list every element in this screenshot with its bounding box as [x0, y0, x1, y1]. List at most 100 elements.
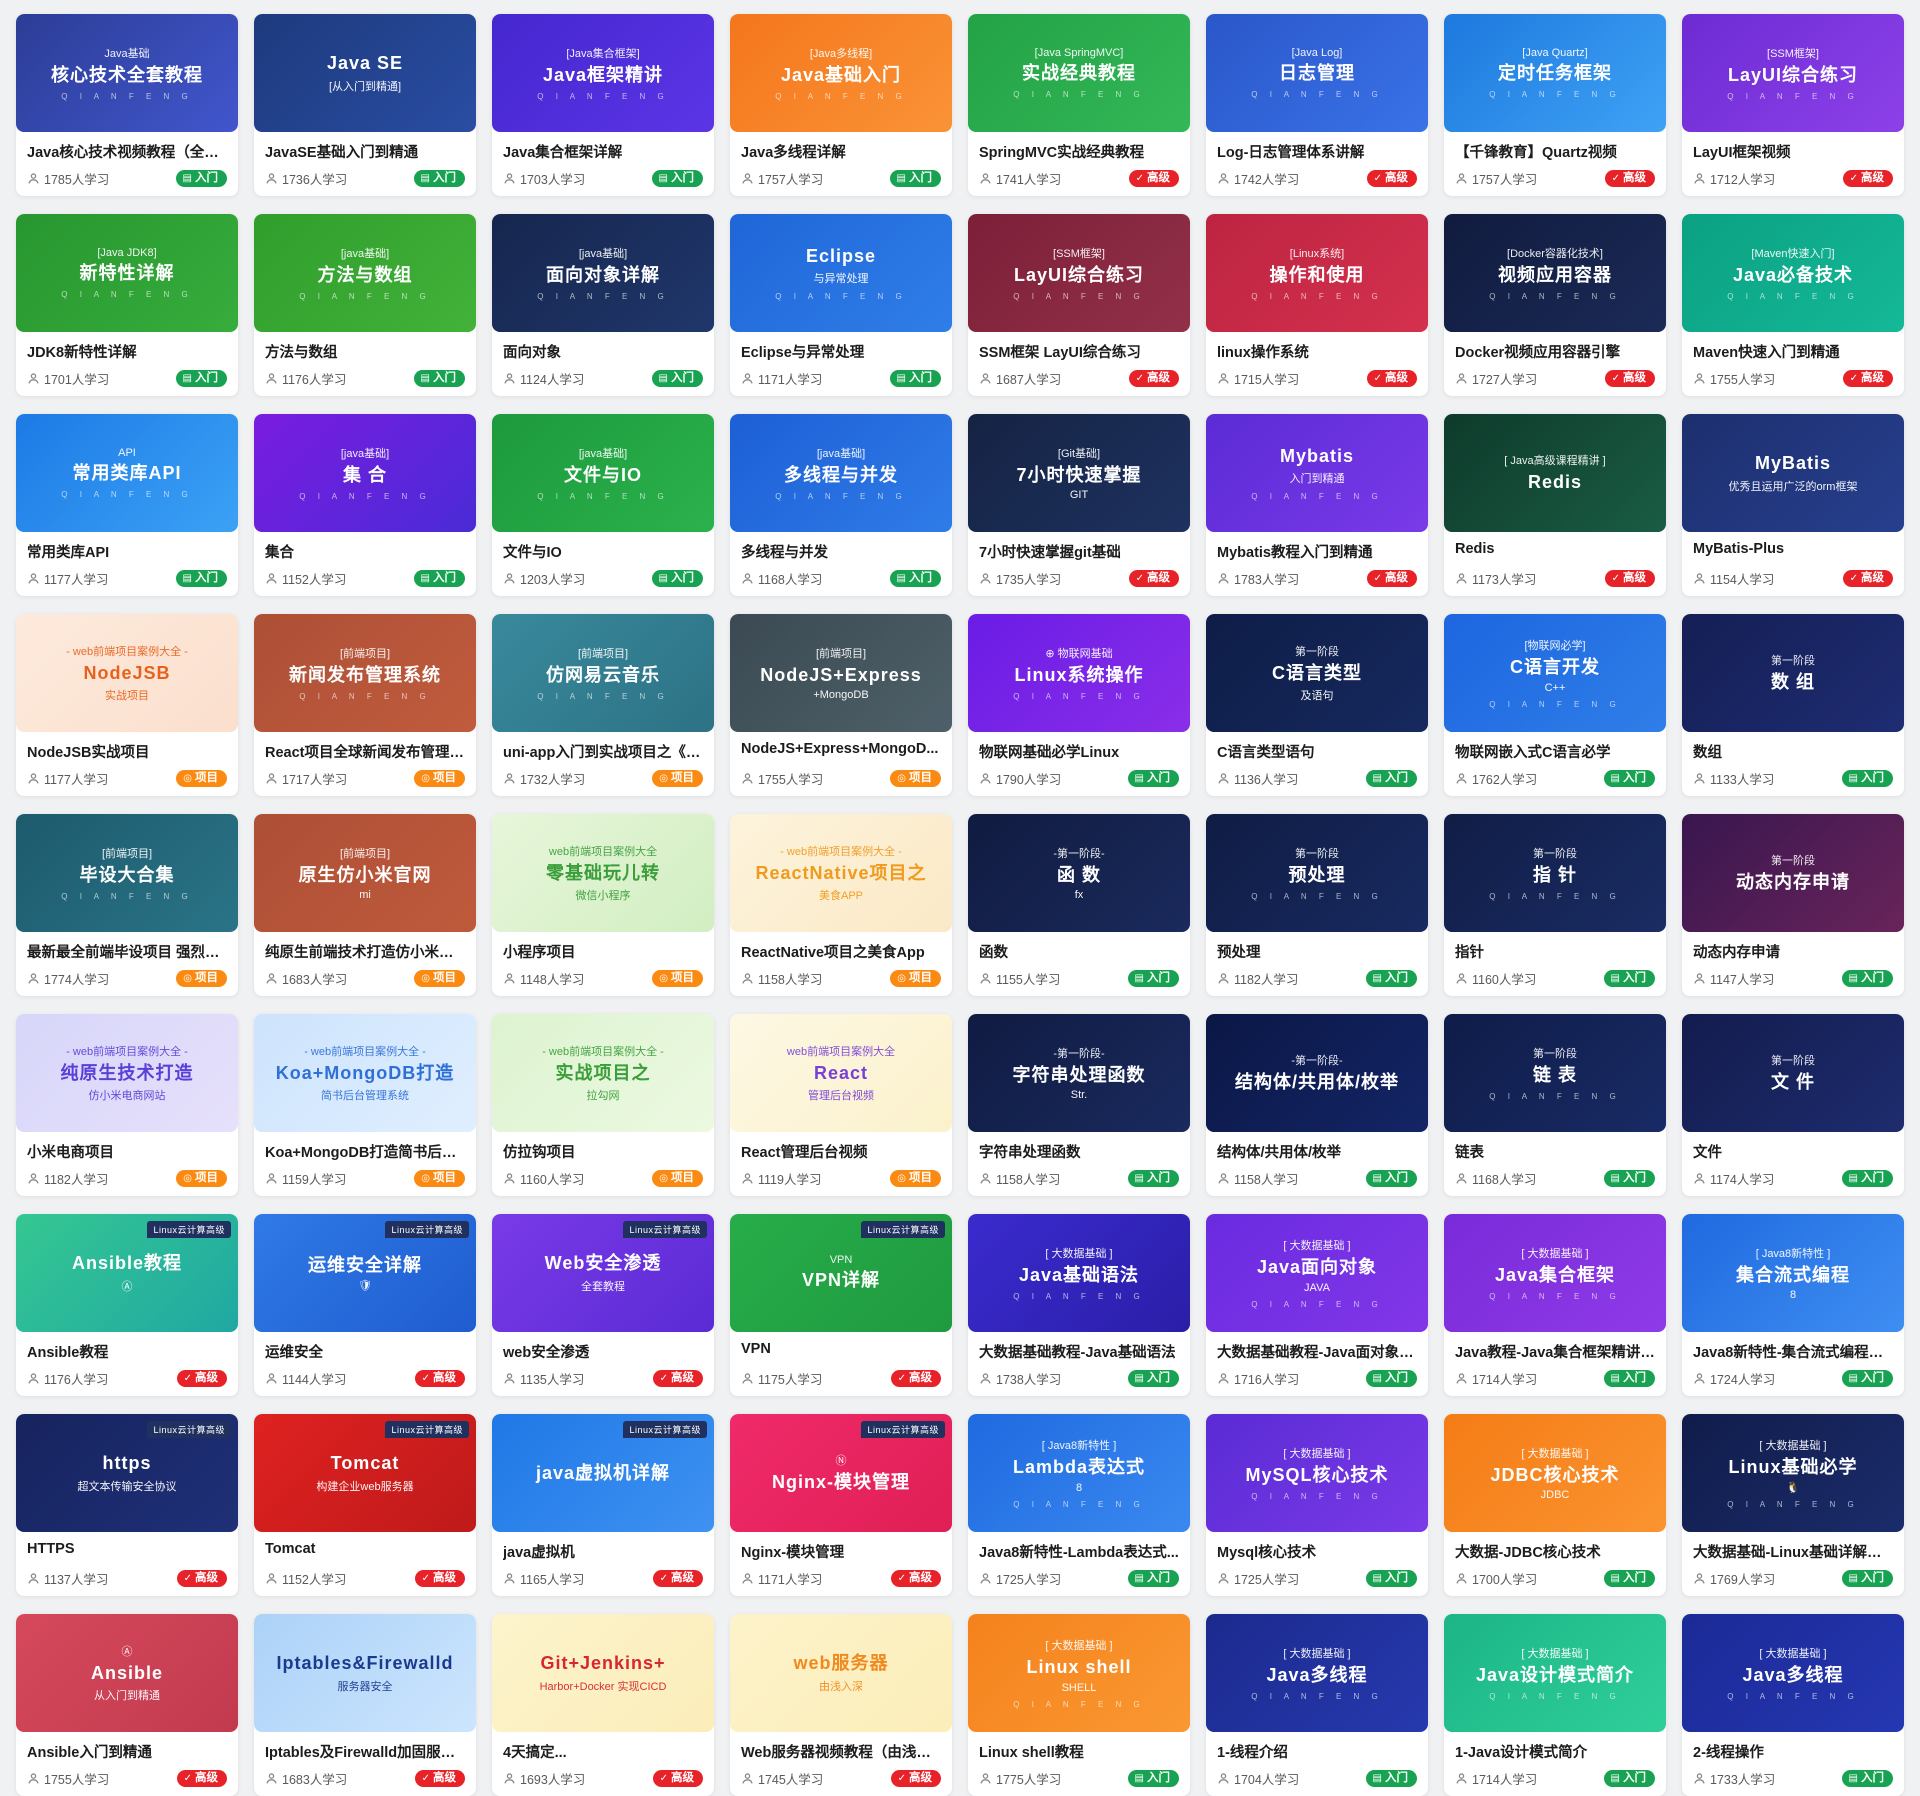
thumb-main-text: 多线程与并发 [784, 464, 898, 485]
course-card[interactable]: 第一阶段 动态内存申请 Q I A N F E N G 动态内存申请 1147人… [1682, 814, 1904, 996]
course-card[interactable]: Ⓐ Ansible 从入门到精通 Q I A N F E N G Ansible… [16, 1614, 238, 1796]
course-card[interactable]: [Git基础] 7小时快速掌握 GIT Q I A N F E N G 7小时快… [968, 414, 1190, 596]
course-card[interactable]: 第一阶段 C语言类型 及语句 Q I A N F E N G C语言类型语句 1… [1206, 614, 1428, 796]
course-card[interactable]: [前端项目] NodeJS+Express +MongoDB Q I A N F… [730, 614, 952, 796]
learner-count-text: 1159人学习 [282, 1173, 347, 1187]
course-card[interactable]: Linux云计算高级 Ansible教程 Ⓐ Q I A N F E N G A… [16, 1214, 238, 1396]
course-card[interactable]: [物联网必学] C语言开发 C++ Q I A N F E N G 物联网嵌入式… [1444, 614, 1666, 796]
thumb-main-text: Ansible [90, 1662, 163, 1683]
course-info: ReactNative项目之美食App 1158人学习 ◎ 项目 [730, 932, 952, 996]
course-card[interactable]: [Java Quartz] 定时任务框架 Q I A N F E N G 【千锋… [1444, 14, 1666, 196]
course-card[interactable]: [ Java8新特性 ] 集合流式编程 8 Q I A N F E N G Ja… [1682, 1214, 1904, 1396]
course-card[interactable]: [前端项目] 毕设大合集 Q I A N F E N G 最新最全前端毕设项目 … [16, 814, 238, 996]
course-card[interactable]: [SSM框架] LayUI综合练习 Q I A N F E N G SSM框架 … [968, 214, 1190, 396]
course-title: Java8新特性-Lambda表达式... [979, 1545, 1179, 1561]
thumb-main-text: MySQL核心技术 [1245, 1464, 1389, 1485]
course-card[interactable]: Linux云计算高级 Ⓝ Nginx-模块管理 Q I A N F E N G … [730, 1414, 952, 1596]
course-card[interactable]: [前端项目] 新闻发布管理系统 Q I A N F E N G React项目全… [254, 614, 476, 796]
course-card[interactable]: Mybatis 入门到精通 Q I A N F E N G Mybatis教程入… [1206, 414, 1428, 596]
course-card[interactable]: Linux云计算高级 https 超文本传输安全协议 Q I A N F E N… [16, 1414, 238, 1596]
person-icon [266, 1373, 277, 1384]
course-card[interactable]: [Java SpringMVC] 实战经典教程 Q I A N F E N G … [968, 14, 1190, 196]
course-card[interactable]: Git+Jenkins+ Harbor+Docker 实现CICD Q I A … [492, 1614, 714, 1796]
course-card[interactable]: - web前端项目案例大全 - 实战项目之 拉勾网 Q I A N F E N … [492, 1014, 714, 1196]
level-badge-label: 入门 [1861, 1371, 1884, 1384]
course-card[interactable]: 第一阶段 链 表 Q I A N F E N G 链表 1168人学习 ▤ 入门 [1444, 1014, 1666, 1196]
course-card[interactable]: -第一阶段- 结构体/共用体/枚举 Q I A N F E N G 结构体/共用… [1206, 1014, 1428, 1196]
course-card[interactable]: - web前端项目案例大全 - NodeJSB 实战项目 Q I A N F E… [16, 614, 238, 796]
course-card[interactable]: 第一阶段 数 组 Q I A N F E N G 数组 1133人学习 ▤ 入门 [1682, 614, 1904, 796]
level-badge: ▤ 入门 [889, 169, 941, 188]
course-card[interactable]: [java基础] 面向对象详解 Q I A N F E N G 面向对象 112… [492, 214, 714, 396]
course-card[interactable]: [Linux系统] 操作和使用 Q I A N F E N G linux操作系… [1206, 214, 1428, 396]
course-card[interactable]: [ 大数据基础 ] Java多线程 Q I A N F E N G 1-线程介绍… [1206, 1614, 1428, 1796]
person-icon [28, 1173, 39, 1184]
course-card[interactable]: - web前端项目案例大全 - 纯原生技术打造 仿小米电商网站 Q I A N … [16, 1014, 238, 1196]
course-card[interactable]: [ 大数据基础 ] Java面向对象 JAVA Q I A N F E N G … [1206, 1214, 1428, 1396]
course-card[interactable]: Linux云计算高级 VPN VPN详解 Q I A N F E N G VPN… [730, 1214, 952, 1396]
course-card[interactable]: [Maven快速入门] Java必备技术 Q I A N F E N G Mav… [1682, 214, 1904, 396]
course-card[interactable]: 第一阶段 文 件 Q I A N F E N G 文件 1174人学习 ▤ 入门 [1682, 1014, 1904, 1196]
course-card[interactable]: [ 大数据基础 ] Java集合框架 Q I A N F E N G Java教… [1444, 1214, 1666, 1396]
level-badge-label: 入门 [195, 371, 218, 384]
course-title: 7小时快速掌握git基础 [979, 545, 1121, 561]
course-card[interactable]: [ 大数据基础 ] Java多线程 Q I A N F E N G 2-线程操作… [1682, 1614, 1904, 1796]
course-card[interactable]: web服务器 由浅入深 Q I A N F E N G Web服务器视频教程（由… [730, 1614, 952, 1796]
thumb-tag-text: [ Java8新特性 ] [1041, 1440, 1117, 1453]
course-card[interactable]: [java基础] 多线程与并发 Q I A N F E N G 多线程与并发 1… [730, 414, 952, 596]
book-icon: ▤ [1372, 772, 1382, 784]
course-card[interactable]: 第一阶段 预处理 Q I A N F E N G 预处理 1182人学习 ▤ 入… [1206, 814, 1428, 996]
learner-count: 1703人学习 [503, 169, 585, 188]
course-card[interactable]: [前端项目] 原生仿小米官网 mi Q I A N F E N G 纯原生前端技… [254, 814, 476, 996]
course-card[interactable]: Java SE [从入门到精通] Q I A N F E N G JavaSE基… [254, 14, 476, 196]
course-card[interactable]: [Java多线程] Java基础入门 Q I A N F E N G Java多… [730, 14, 952, 196]
course-thumbnail: [ Java8新特性 ] Lambda表达式 8 Q I A N F E N G [968, 1414, 1190, 1532]
course-card[interactable]: [java基础] 集 合 Q I A N F E N G 集合 1152人学习 … [254, 414, 476, 596]
course-card[interactable]: [ 大数据基础 ] Linux基础必学 🐧 Q I A N F E N G 大数… [1682, 1414, 1904, 1596]
course-card[interactable]: [ Java高级课程精讲 ] Redis Q I A N F E N G Red… [1444, 414, 1666, 596]
course-card[interactable]: [ 大数据基础 ] JDBC核心技术 JDBC Q I A N F E N G … [1444, 1414, 1666, 1596]
course-info: 大数据基础-Linux基础详解课程 1769人学习 ▤ 入门 [1682, 1532, 1904, 1596]
course-card[interactable]: [java基础] 方法与数组 Q I A N F E N G 方法与数组 117… [254, 214, 476, 396]
course-card[interactable]: ⊕ 物联网基础 Linux系统操作 Q I A N F E N G 物联网基础必… [968, 614, 1190, 796]
course-card[interactable]: - web前端项目案例大全 - ReactNative项目之 美食APP Q I… [730, 814, 952, 996]
course-card[interactable]: -第一阶段- 函 数 fx Q I A N F E N G 函数 1155人学习… [968, 814, 1190, 996]
course-card[interactable]: Linux云计算高级 Web安全渗透 全套教程 Q I A N F E N G … [492, 1214, 714, 1396]
level-badge: ▤ 入门 [175, 169, 227, 188]
course-card[interactable]: [SSM框架] LayUI综合练习 Q I A N F E N G LayUI框… [1682, 14, 1904, 196]
course-card[interactable]: API 常用类库API Q I A N F E N G 常用类库API 1177… [16, 414, 238, 596]
course-card[interactable]: Linux云计算高级 运维安全详解 🛡 Q I A N F E N G 运维安全… [254, 1214, 476, 1396]
qianfeng-brand-text: Q I A N F E N G [537, 492, 669, 502]
course-card[interactable]: [java基础] 文件与IO Q I A N F E N G 文件与IO 120… [492, 414, 714, 596]
learner-count: 1762人学习 [1455, 769, 1537, 788]
course-card[interactable]: [Java JDK8] 新特性详解 Q I A N F E N G JDK8新特… [16, 214, 238, 396]
course-card[interactable]: 第一阶段 指 针 Q I A N F E N G 指针 1160人学习 ▤ 入门 [1444, 814, 1666, 996]
course-card[interactable]: -第一阶段- 字符串处理函数 Str. Q I A N F E N G 字符串处… [968, 1014, 1190, 1196]
learner-count: 1177人学习 [27, 569, 108, 588]
course-card[interactable]: MyBatis 优秀且运用广泛的orm框架 Q I A N F E N G My… [1682, 414, 1904, 596]
course-card[interactable]: Eclipse 与异常处理 Q I A N F E N G Eclipse与异常… [730, 214, 952, 396]
thumb-main-text: ReactNative项目之 [755, 862, 927, 883]
course-card[interactable]: - web前端项目案例大全 - Koa+MongoDB打造 简书后台管理系统 Q… [254, 1014, 476, 1196]
thumb-tag-text: 第一阶段 [1533, 1047, 1577, 1060]
course-card[interactable]: web前端项目案例大全 零基础玩儿转 微信小程序 Q I A N F E N G… [492, 814, 714, 996]
person-icon [1694, 373, 1705, 384]
course-card[interactable]: [ 大数据基础 ] Linux shell SHELL Q I A N F E … [968, 1614, 1190, 1796]
course-card[interactable]: [Docker容器化技术] 视频应用容器 Q I A N F E N G Doc… [1444, 214, 1666, 396]
course-card[interactable]: [Java Log] 日志管理 Q I A N F E N G Log-日志管理… [1206, 14, 1428, 196]
course-card[interactable]: Java基础 核心技术全套教程 Q I A N F E N G Java核心技术… [16, 14, 238, 196]
course-card[interactable]: Linux云计算高级 Tomcat 构建企业web服务器 Q I A N F E… [254, 1414, 476, 1596]
course-card[interactable]: [ 大数据基础 ] Java设计模式简介 Q I A N F E N G 1-J… [1444, 1614, 1666, 1796]
course-card[interactable]: [ 大数据基础 ] Java基础语法 Q I A N F E N G 大数据基础… [968, 1214, 1190, 1396]
course-card[interactable]: Iptables&Firewalld 服务器安全 Q I A N F E N G… [254, 1614, 476, 1796]
learner-count-text: 1736人学习 [282, 173, 348, 187]
level-badge: ◎ 项目 [414, 769, 465, 788]
course-card[interactable]: [ 大数据基础 ] MySQL核心技术 Q I A N F E N G Mysq… [1206, 1414, 1428, 1596]
course-card[interactable]: [ Java8新特性 ] Lambda表达式 8 Q I A N F E N G… [968, 1414, 1190, 1596]
course-card[interactable]: [前端项目] 仿网易云音乐 Q I A N F E N G uni-app入门到… [492, 614, 714, 796]
person-icon [504, 1173, 515, 1184]
course-card[interactable]: [Java集合框架] Java框架精讲 Q I A N F E N G Java… [492, 14, 714, 196]
learner-count: 1173人学习 [1455, 569, 1536, 588]
course-card[interactable]: Linux云计算高级 java虚拟机详解 Q I A N F E N G jav… [492, 1414, 714, 1596]
course-card[interactable]: web前端项目案例大全 React 管理后台视频 Q I A N F E N G… [730, 1014, 952, 1196]
